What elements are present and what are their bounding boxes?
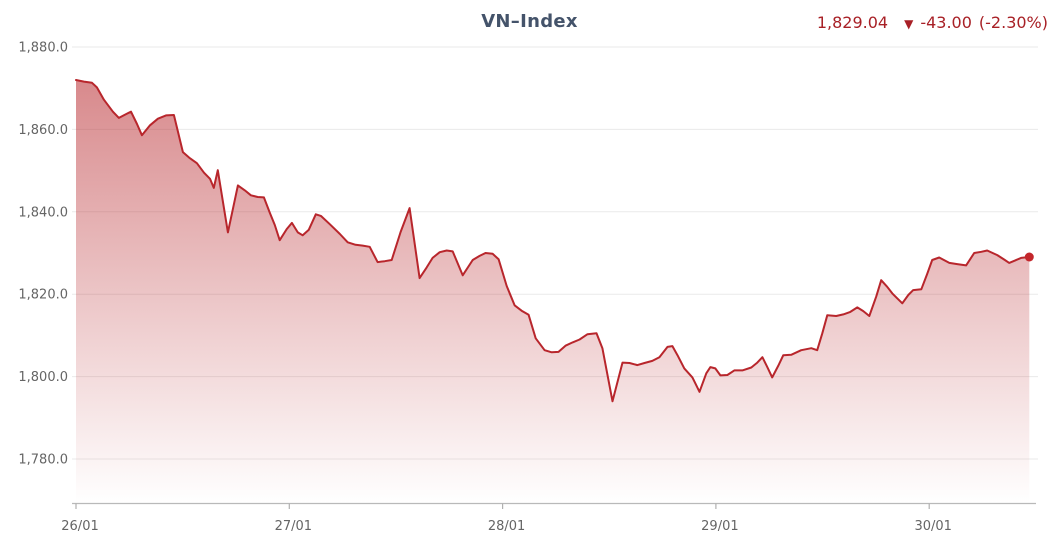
x-axis-label: 29/01 [701,519,738,534]
y-axis-label: 1,840.0 [18,205,68,220]
y-axis-label: 1,800.0 [18,370,68,385]
y-axis-label: 1,780.0 [18,453,68,468]
chart-title: VN–Index [481,11,578,32]
y-axis-label: 1,820.0 [18,288,68,303]
y-axis-label: 1,860.0 [18,123,68,138]
price-line [75,79,1031,403]
area-fill [76,80,1030,504]
y-axis-label: 1,880.0 [18,41,68,56]
x-axis-label: 27/01 [275,519,312,534]
change-percent: (-2.30%) [978,13,1048,32]
x-axis-label: 28/01 [488,519,525,534]
last-point-dot [1024,252,1034,262]
down-arrow-icon: ▼ [904,16,914,31]
last-price: 1,829.04 [816,13,889,32]
x-axis-label: 26/01 [61,519,98,534]
index-quote: 1,829.04 ▼ -43.00 (-2.30%) [817,13,1048,32]
x-axis-label: 30/01 [914,519,951,534]
chart-header: VN–Index 1,829.04 ▼ -43.00 (-2.30%) [0,0,1059,36]
change-value: -43.00 [920,13,972,32]
